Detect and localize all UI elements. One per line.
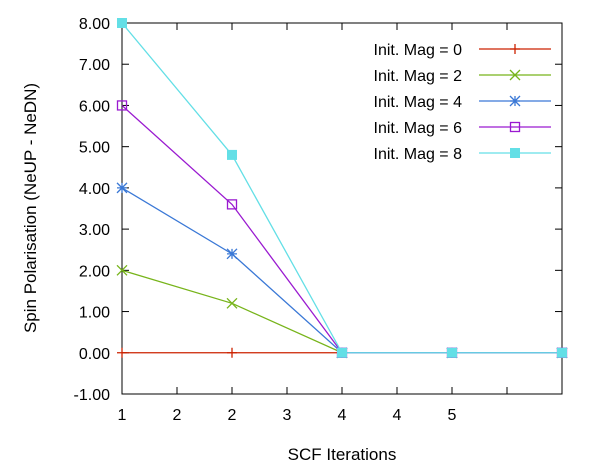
legend-label: Init. Mag = 2 <box>374 68 463 85</box>
square-marker <box>226 199 238 210</box>
filled-square-marker <box>510 148 520 158</box>
legend-label: Init. Mag = 8 <box>374 146 463 163</box>
y-axis-ticks: -1.00 0.00 1.00 2.00 3.00 4.00 5.00 6.00 7.00 8.0… <box>74 16 562 404</box>
filled-square-marker <box>227 149 237 160</box>
legend-label: Init. Mag = 6 <box>374 120 463 137</box>
plus-marker <box>117 347 127 358</box>
y-axis-label: Spin Polarisation (NeUP - NeDN) <box>21 83 40 333</box>
star-marker <box>509 95 521 107</box>
legend-item: Init. Mag = 4 <box>374 94 551 111</box>
y-tick-label: 6.00 <box>79 98 110 115</box>
x-axis-label: SCF Iterations <box>288 445 397 464</box>
y-tick-label: 4.00 <box>79 181 110 198</box>
plus-marker <box>227 347 237 358</box>
plus-marker <box>510 44 520 54</box>
y-tick-label: 8.00 <box>79 16 110 33</box>
star-marker <box>226 248 238 260</box>
x-tick-label: 5 <box>448 407 457 424</box>
x-tick-label: 2 <box>228 407 237 424</box>
filled-square-marker <box>337 347 347 358</box>
cross-marker <box>116 264 128 276</box>
plot-frame <box>121 22 563 395</box>
filled-square-marker <box>447 347 457 358</box>
legend-item: Init. Mag = 6 <box>374 120 551 137</box>
x-tick-label: 1 <box>118 407 127 424</box>
series-3 <box>116 100 568 358</box>
cross-marker <box>509 69 521 81</box>
series-4 <box>117 18 567 358</box>
legend-item: Init. Mag = 0 <box>374 42 551 59</box>
series-line <box>121 104 562 354</box>
cross-marker <box>226 297 238 309</box>
legend-label: Init. Mag = 0 <box>374 42 463 59</box>
x-tick-label: 2 <box>173 407 182 424</box>
y-tick-label: 1.00 <box>79 305 110 322</box>
y-tick-label: 7.00 <box>79 57 110 74</box>
filled-square-marker <box>117 18 127 28</box>
y-tick-label: 5.00 <box>79 140 110 157</box>
star-marker <box>116 182 128 194</box>
series-line <box>121 22 562 354</box>
series-layer <box>116 18 568 359</box>
square-marker <box>116 100 128 111</box>
x-axis-ticks: 1 2 2 3 4 4 5 <box>118 23 563 424</box>
x-tick-label: 4 <box>338 407 347 424</box>
legend-item: Init. Mag = 8 <box>374 146 551 163</box>
plot-border <box>121 22 563 395</box>
series-line <box>121 187 562 354</box>
legend-item: Init. Mag = 2 <box>374 68 551 85</box>
x-tick-label: 4 <box>393 407 402 424</box>
series-2 <box>116 182 568 359</box>
x-tick-label: 3 <box>283 407 292 424</box>
y-tick-label: 2.00 <box>79 263 110 280</box>
filled-square-marker <box>557 347 567 358</box>
series-1 <box>116 264 568 359</box>
y-tick-label: 0.00 <box>79 346 110 363</box>
legend: Init. Mag = 0 Init. Mag = 2 Init. Mag = 4 I… <box>374 42 551 163</box>
square-marker <box>509 121 521 133</box>
y-tick-label: 3.00 <box>79 222 110 239</box>
y-tick-label: -1.00 <box>74 387 111 404</box>
series-line <box>121 269 562 354</box>
legend-label: Init. Mag = 4 <box>374 94 463 111</box>
